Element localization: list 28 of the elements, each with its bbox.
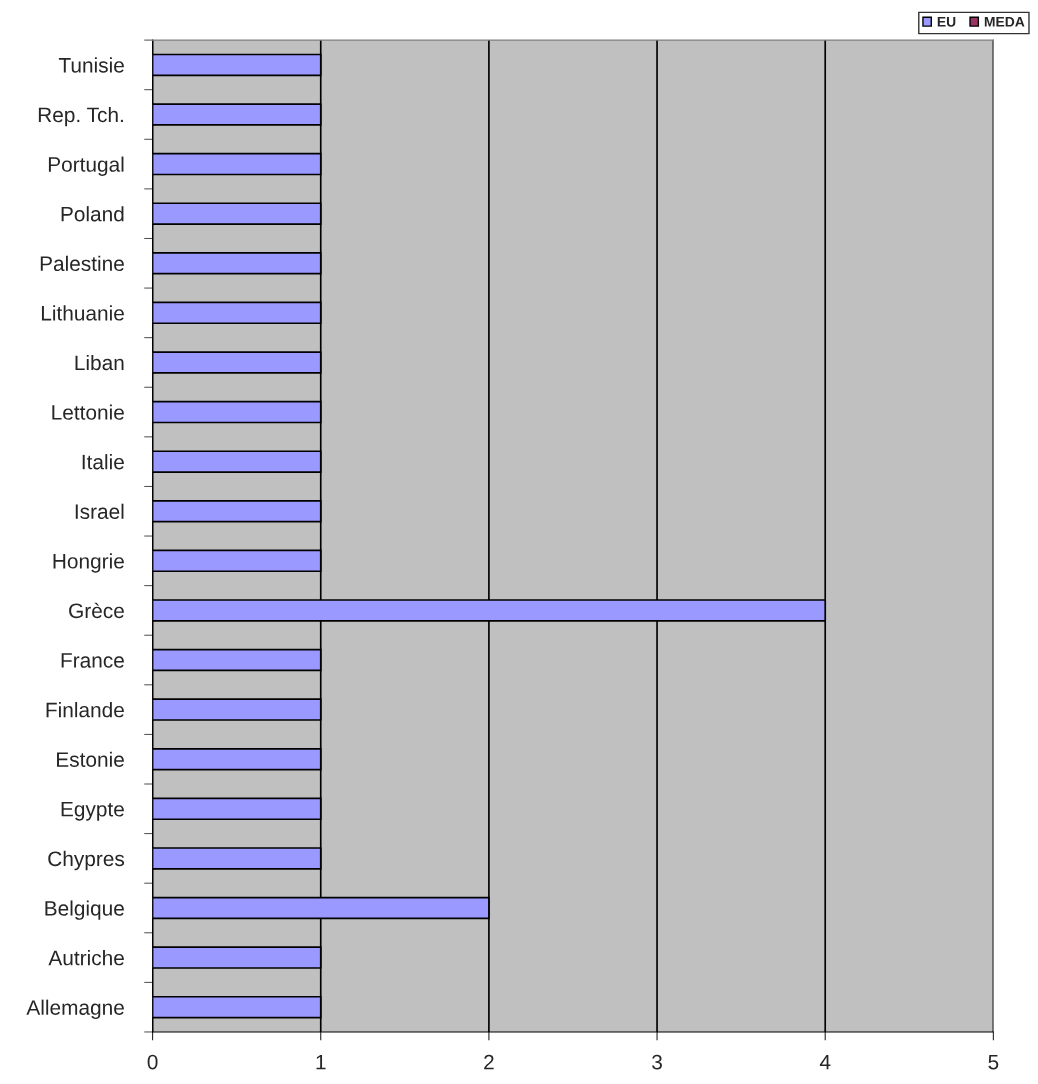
legend-label: MEDA bbox=[984, 17, 1025, 27]
y-tick-label: Grèce bbox=[69, 602, 124, 619]
y-tick-label: Allemagne bbox=[26, 999, 124, 1020]
y-tick-label: France bbox=[61, 653, 124, 668]
y-tick-label: Israel bbox=[75, 503, 124, 519]
y-tick-label: Belgique bbox=[45, 900, 124, 920]
x-tick-label: 0 bbox=[147, 1054, 158, 1070]
x-tick-label: 2 bbox=[484, 1054, 494, 1070]
y-tick-label: Palestine bbox=[40, 255, 124, 272]
y-tick-label: Rep. Tch. bbox=[38, 106, 123, 127]
y-tick-label: Egypte bbox=[61, 802, 124, 821]
y-tick-label: Autriche bbox=[48, 950, 124, 966]
x-tick-label: 4 bbox=[819, 1054, 831, 1070]
y-tick-label: Lithuanie bbox=[41, 305, 124, 321]
y-tick-label: Portugal bbox=[48, 156, 124, 176]
x-tick-label: 5 bbox=[988, 1054, 999, 1070]
y-tick-label: Poland bbox=[61, 206, 124, 222]
x-tick-label: 3 bbox=[652, 1054, 662, 1070]
y-tick-label: Hongrie bbox=[53, 553, 124, 573]
y-tick-label: Italie bbox=[82, 454, 124, 470]
y-tick-label: Tunisie bbox=[58, 57, 124, 73]
y-tick-label: Estonie bbox=[57, 751, 124, 767]
legend-label: EU bbox=[937, 17, 956, 27]
x-tick-label: 1 bbox=[316, 1054, 326, 1070]
y-tick-label: Finlande bbox=[46, 702, 124, 718]
y-tick-label: Lettonie bbox=[52, 404, 124, 420]
y-tick-label: Chypres bbox=[48, 850, 125, 871]
y-tick-label: Liban bbox=[75, 354, 124, 371]
